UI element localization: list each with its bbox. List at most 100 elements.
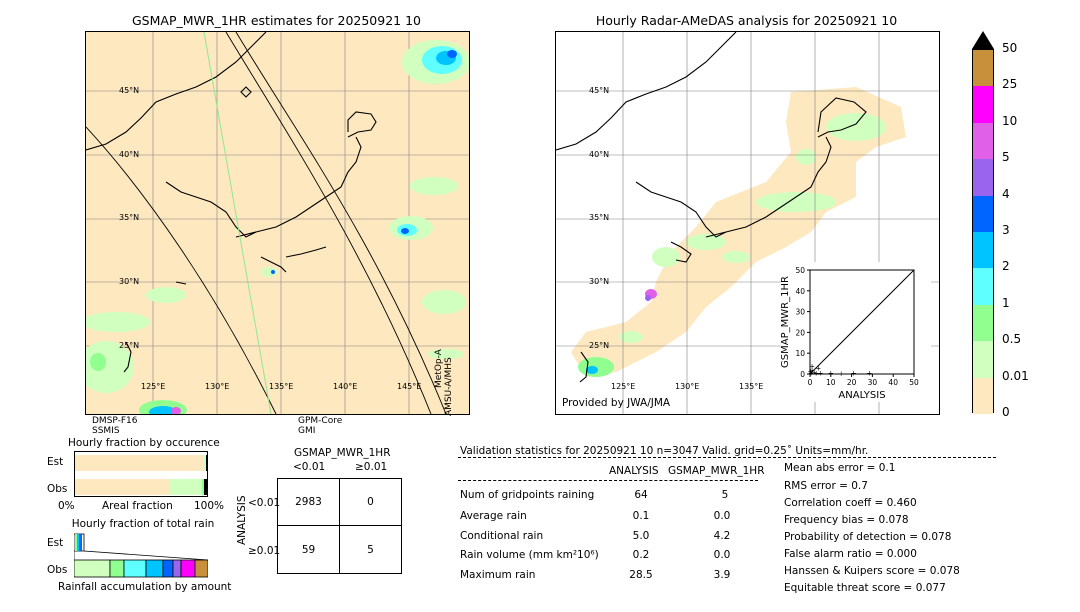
contingency-row-ge: ≥0.01 [248,545,281,557]
scatter-y-tick-label: 0 [800,370,805,379]
score-rmse: RMS error = 0.7 [784,480,868,492]
left-map: 45°N 40°N 35°N 30°N 25°N 125°E 130°E 135… [85,31,470,415]
colorbar-tick-label: 0 [1002,405,1010,419]
left-lon-140: 140°E [333,382,358,391]
total-rain-xlabel: Rainfall accumulation by amount [58,581,232,593]
scatter-point: + [808,367,814,375]
right-lat-40: 40°N [589,150,610,159]
colorbar-swatch [973,86,993,123]
right-lon-130: 130°E [675,382,700,391]
colorbar-tick-label: 2 [1002,259,1010,274]
validation-divider-mid [458,480,758,481]
scatter-point: + [809,366,815,374]
right-coverage [571,87,906,377]
colorbar-labels: 50 25 10 5 4 3 2 1 0.5 0.01 0 [972,41,1032,419]
est-bar-dry [75,455,205,471]
colorbar-swatch [973,159,993,196]
contingency-cell-11: 5 [339,525,402,574]
colorbar-tick-label: 10 [1002,113,1018,128]
stat-row-label: Average rain [460,510,527,522]
sensor-label-metop: MetOp-A [434,349,444,388]
sensor-label-ssmis: SSMIS [92,426,120,436]
left-lat-40: 40°N [119,150,140,159]
scatter-point: + [838,370,844,378]
colorbar-swatch [973,341,993,378]
colorbar-swatch [973,377,993,414]
sensor-label-amsu: AMSU-A/MHS [444,357,454,416]
colorbar-segments [972,49,994,414]
score-ets: Equitable threat score = 0.077 [784,582,946,594]
colorbar-extend-arrow [972,31,994,49]
validation-divider-top [458,457,996,458]
stat-row-analysis: 0.1 [632,510,650,522]
score-mae: Mean abs error = 0.1 [784,462,896,474]
stat-row-gsmap: 0.0 [713,510,731,522]
right-lat-35: 35°N [589,213,610,222]
colorbar-tick-label: 3 [1002,223,1010,237]
colorbar-tick-label: 0.5 [1002,332,1022,347]
right-lat-25: 25°N [589,341,610,350]
stat-row-analysis: 64 [634,489,648,501]
right-coastline [556,32,867,383]
left-lon-135: 135°E [269,382,294,391]
total-rain-obs-label: Obs [47,564,68,576]
colorbar-tick-label: 0.01 [1002,368,1029,383]
colorbar: 50 25 10 5 4 3 2 1 0.5 0.01 0 [972,30,1032,420]
scatter-xlabel: ANALYSIS [838,390,885,401]
left-lon-130: 130°E [205,382,230,391]
contingency-row-lt: <0.01 [248,497,281,509]
obs-bar-mid [201,479,205,495]
colorbar-swatch [973,195,993,232]
sensor-label-gpm: GPM-Core [298,416,343,426]
stat-row-gsmap: 0.0 [713,549,731,561]
scatter-point: + [815,364,821,372]
scatter-x-tick-label: 40 [888,378,898,387]
scatter-y-tick-label: 50 [795,266,805,275]
stat-row-label: Rain volume (mm km²10⁶) [460,549,599,561]
validation-col-analysis: ANALYSIS [609,465,659,477]
occurrence-est-bar [75,455,207,471]
left-lat-45: 45°N [119,86,140,95]
total-rain-frame [74,532,208,578]
stat-row-analysis: 5.0 [632,530,650,542]
right-lon-125: 125°E [611,382,636,391]
scatter-y-tick-label: 40 [795,287,805,296]
sensor-label-dmsp: DMSP-F16 [92,416,138,426]
left-lon-125: 125°E [141,382,166,391]
occurrence-est-label: Est [47,456,64,468]
stat-row-gsmap: 3.9 [713,569,731,581]
est-bar-edge [205,455,207,471]
scatter-point: + [866,369,872,377]
scatter-point: + [809,362,815,370]
obs-bar-dry [75,479,172,495]
left-lat-35: 35°N [119,213,140,222]
scatter-x-tick-label: 10 [826,378,836,387]
total-rain-title: Hourly fraction of total rain [71,518,215,530]
colorbar-swatch [973,304,993,342]
contingency-title: GSMAP_MWR_1HR [294,447,391,459]
obs-bar-edge [204,479,207,495]
score-freq-bias: Frequency bias = 0.078 [784,514,909,526]
scatter-x-tick-label: 20 [847,378,857,387]
contingency-col-lt: <0.01 [293,461,326,473]
scatter-x-tick-label: 0 [808,378,813,387]
scatter-point: + [813,369,819,377]
scatter-diagonal [809,269,915,375]
stat-row-analysis: 28.5 [629,569,653,581]
occurrence-obs-bar [75,479,207,495]
score-far: False alarm ratio = 0.000 [784,548,917,560]
contingency-col-ge: ≥0.01 [355,461,388,473]
stat-row-analysis: 0.2 [632,549,650,561]
left-rain-patches [86,40,469,414]
stat-row-gsmap: 5 [721,489,729,501]
obs-bar-light [170,479,203,495]
occurrence-x-max: 100% [194,500,225,512]
occurrence-frame [74,451,208,497]
left-coastline [86,32,377,373]
scatter-x-tick-label: 50 [909,378,919,387]
contingency-cell-10: 59 [277,525,340,574]
score-hk: Hanssen & Kuipers score = 0.078 [784,565,960,577]
scatter-x-tick-label: 30 [868,378,878,387]
occurrence-obs-label: Obs [47,483,68,495]
colorbar-swatch [973,50,993,87]
